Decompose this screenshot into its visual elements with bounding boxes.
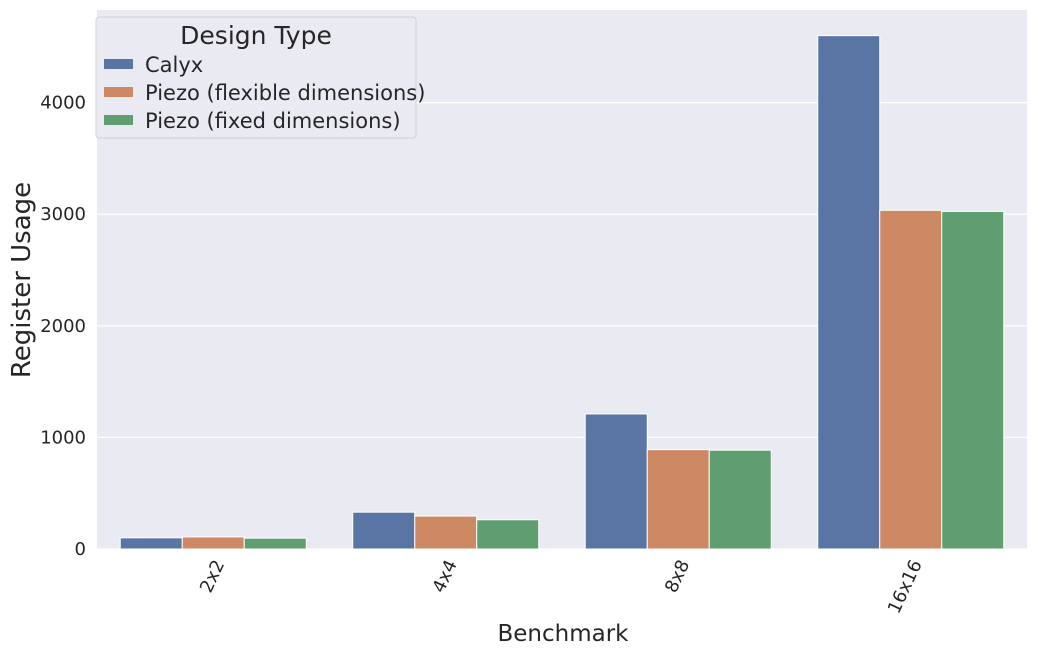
bar-calyx-4x4 [352,511,416,550]
legend-swatch [104,87,133,97]
legend-box [95,16,417,139]
x-tick-label: 8x8 [661,557,694,596]
bar-calyx-8x8 [584,413,648,550]
bar-piezo-fixed-dimensions-16x16 [941,210,1005,550]
x-tick-label: 16x16 [884,557,927,617]
bar-piezo-flexible-dimensions-4x4 [414,515,478,550]
legend-label: Piezo (fixed dimensions) [145,109,401,133]
x-tick-label: 4x4 [429,557,462,596]
y-tick-label: 3000 [40,204,86,225]
y-tick-label: 1000 [40,427,86,448]
y-tick-label: 4000 [40,93,86,114]
legend: Design Type Calyx Piezo (flexible dimensi… [95,16,425,139]
x-tick-labels: 2x2 4x4 8x8 16x16 [196,557,927,617]
bar-piezo-fixed-dimensions-4x4 [476,519,540,550]
legend-swatch [104,59,133,69]
y-tick-label: 0 [75,539,86,560]
x-tick-label: 2x2 [196,557,229,596]
legend-label: Piezo (flexible dimensions) [145,81,425,105]
legend-swatch [104,115,133,125]
y-tick-label: 2000 [40,316,86,337]
bar-piezo-flexible-dimensions-2x2 [181,536,245,550]
bar-piezo-flexible-dimensions-8x8 [646,449,710,550]
bar-calyx-16x16 [817,35,881,550]
x-axis-title: Benchmark [497,621,629,647]
legend-title: Design Type [180,21,332,50]
bar-piezo-fixed-dimensions-8x8 [708,449,772,550]
legend-label: Calyx [145,53,203,77]
bar-piezo-fixed-dimensions-2x2 [243,537,307,550]
bar-calyx-2x2 [119,537,183,550]
y-tick-labels: 0 1000 2000 3000 4000 [40,93,86,560]
bars [119,35,1005,550]
bar-piezo-flexible-dimensions-16x16 [879,209,943,550]
y-axis-title: Register Usage [7,182,37,378]
